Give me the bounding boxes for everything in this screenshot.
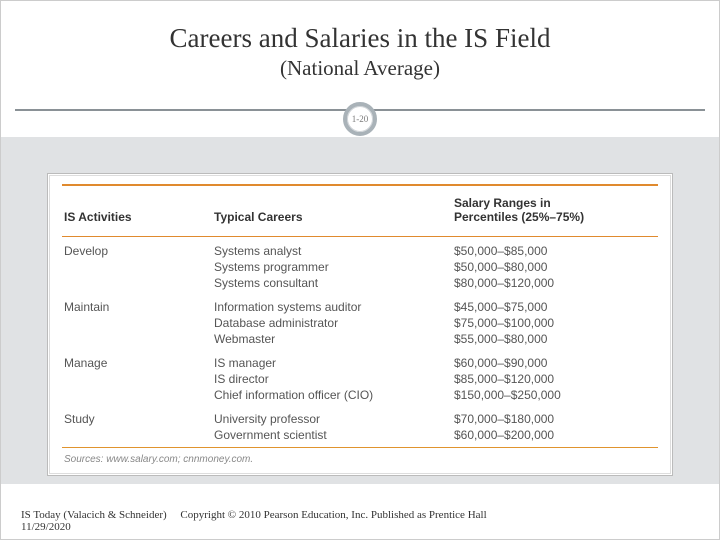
slide-number-badge: 1-20 xyxy=(343,102,377,136)
career-cell: Information systems auditor xyxy=(212,299,452,315)
slide: Careers and Salaries in the IS Field (Na… xyxy=(0,0,720,540)
table-row: Chief information officer (CIO) $150,000… xyxy=(62,387,658,403)
table-row: Maintain Information systems auditor $45… xyxy=(62,299,658,315)
footer-authors: IS Today (Valacich & Schneider) xyxy=(21,509,167,521)
salary-cell: $80,000–$120,000 xyxy=(452,275,658,291)
table-row: Study University professor $70,000–$180,… xyxy=(62,411,658,427)
table-inner: IS Activities Typical Careers Salary Ran… xyxy=(49,175,671,474)
careers-table: IS Activities Typical Careers Salary Ran… xyxy=(62,192,658,443)
header-salary: Salary Ranges in Percentiles (25%–75%) xyxy=(452,192,658,230)
table-container: IS Activities Typical Careers Salary Ran… xyxy=(47,173,673,476)
table-header-row: IS Activities Typical Careers Salary Ran… xyxy=(62,192,658,230)
salary-cell: $60,000–$90,000 xyxy=(452,355,658,371)
salary-cell: $70,000–$180,000 xyxy=(452,411,658,427)
table-row: Systems programmer $50,000–$80,000 xyxy=(62,259,658,275)
table-row: Systems consultant $80,000–$120,000 xyxy=(62,275,658,291)
salary-cell: $60,000–$200,000 xyxy=(452,427,658,443)
salary-cell: $75,000–$100,000 xyxy=(452,315,658,331)
activity-cell: Manage xyxy=(62,355,212,371)
sources-line: Sources: www.salary.com; cnnmoney.com. xyxy=(62,447,658,469)
table-row: IS director $85,000–$120,000 xyxy=(62,371,658,387)
career-cell: University professor xyxy=(212,411,452,427)
header-careers: Typical Careers xyxy=(212,192,452,230)
table-row: Government scientist $60,000–$200,000 xyxy=(62,427,658,443)
activity-cell: Develop xyxy=(62,243,212,259)
table-row: Webmaster $55,000–$80,000 xyxy=(62,331,658,347)
career-cell: IS manager xyxy=(212,355,452,371)
table-row: Manage IS manager $60,000–$90,000 xyxy=(62,355,658,371)
header-rule xyxy=(62,236,658,237)
career-cell: Webmaster xyxy=(212,331,452,347)
top-rule xyxy=(62,184,658,186)
slide-subtitle: (National Average) xyxy=(1,56,719,81)
career-cell: Systems consultant xyxy=(212,275,452,291)
activity-cell: Maintain xyxy=(62,299,212,315)
table-row: Database administrator $75,000–$100,000 xyxy=(62,315,658,331)
slide-title: Careers and Salaries in the IS Field xyxy=(1,23,719,54)
footer-copyright: Copyright © 2010 Pearson Education, Inc.… xyxy=(180,509,486,521)
career-cell: Government scientist xyxy=(212,427,452,443)
footer-date: 11/29/2020 xyxy=(21,521,699,533)
salary-cell: $50,000–$85,000 xyxy=(452,243,658,259)
career-cell: Systems analyst xyxy=(212,243,452,259)
header-activities: IS Activities xyxy=(62,192,212,230)
career-cell: Database administrator xyxy=(212,315,452,331)
activity-cell: Study xyxy=(62,411,212,427)
salary-cell: $85,000–$120,000 xyxy=(452,371,658,387)
career-cell: Systems programmer xyxy=(212,259,452,275)
footer: IS Today (Valacich & Schneider) Copyrigh… xyxy=(21,509,699,533)
salary-cell: $55,000–$80,000 xyxy=(452,331,658,347)
title-area: Careers and Salaries in the IS Field (Na… xyxy=(1,1,719,81)
career-cell: IS director xyxy=(212,371,452,387)
sources-label: Sources: xyxy=(64,454,103,465)
salary-cell: $150,000–$250,000 xyxy=(452,387,658,403)
salary-cell: $45,000–$75,000 xyxy=(452,299,658,315)
salary-cell: $50,000–$80,000 xyxy=(452,259,658,275)
sources-text: www.salary.com; cnnmoney.com. xyxy=(106,454,253,465)
table-row: Develop Systems analyst $50,000–$85,000 xyxy=(62,243,658,259)
footer-line: IS Today (Valacich & Schneider) Copyrigh… xyxy=(21,509,699,521)
career-cell: Chief information officer (CIO) xyxy=(212,387,452,403)
